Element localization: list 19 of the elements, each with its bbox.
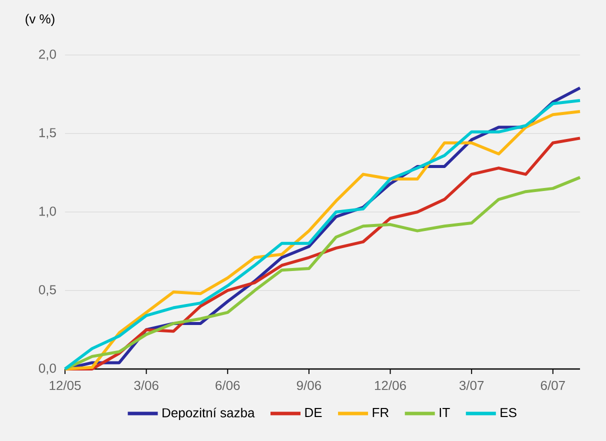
legend-label: FR (372, 408, 389, 417)
x-tick-label: 12/05 (50, 380, 81, 390)
y-tick-label: 1,0 (39, 206, 56, 218)
y-axis-title: (v %) (26, 14, 54, 26)
x-tick-label: 9/06 (296, 380, 322, 390)
legend-label: ES (500, 408, 516, 418)
y-tick-label: 1,5 (39, 128, 56, 139)
y-tick-label: 2,0 (39, 50, 56, 60)
legend-label: Depozitní sazba (162, 408, 255, 420)
legend-label: IT (440, 408, 450, 417)
y-tick-label: 0,0 (38, 364, 56, 374)
y-tick-label: 0,5 (38, 285, 56, 296)
line-series (64, 176, 582, 370)
x-tick-label: 6/06 (216, 380, 240, 390)
x-tick-label: 6/07 (540, 380, 565, 390)
x-tick-label: 3/06 (134, 380, 158, 390)
x-tick-label: 3/07 (459, 380, 484, 390)
legend-label: DE (305, 408, 322, 417)
x-tick-label: 12/06 (374, 380, 406, 390)
